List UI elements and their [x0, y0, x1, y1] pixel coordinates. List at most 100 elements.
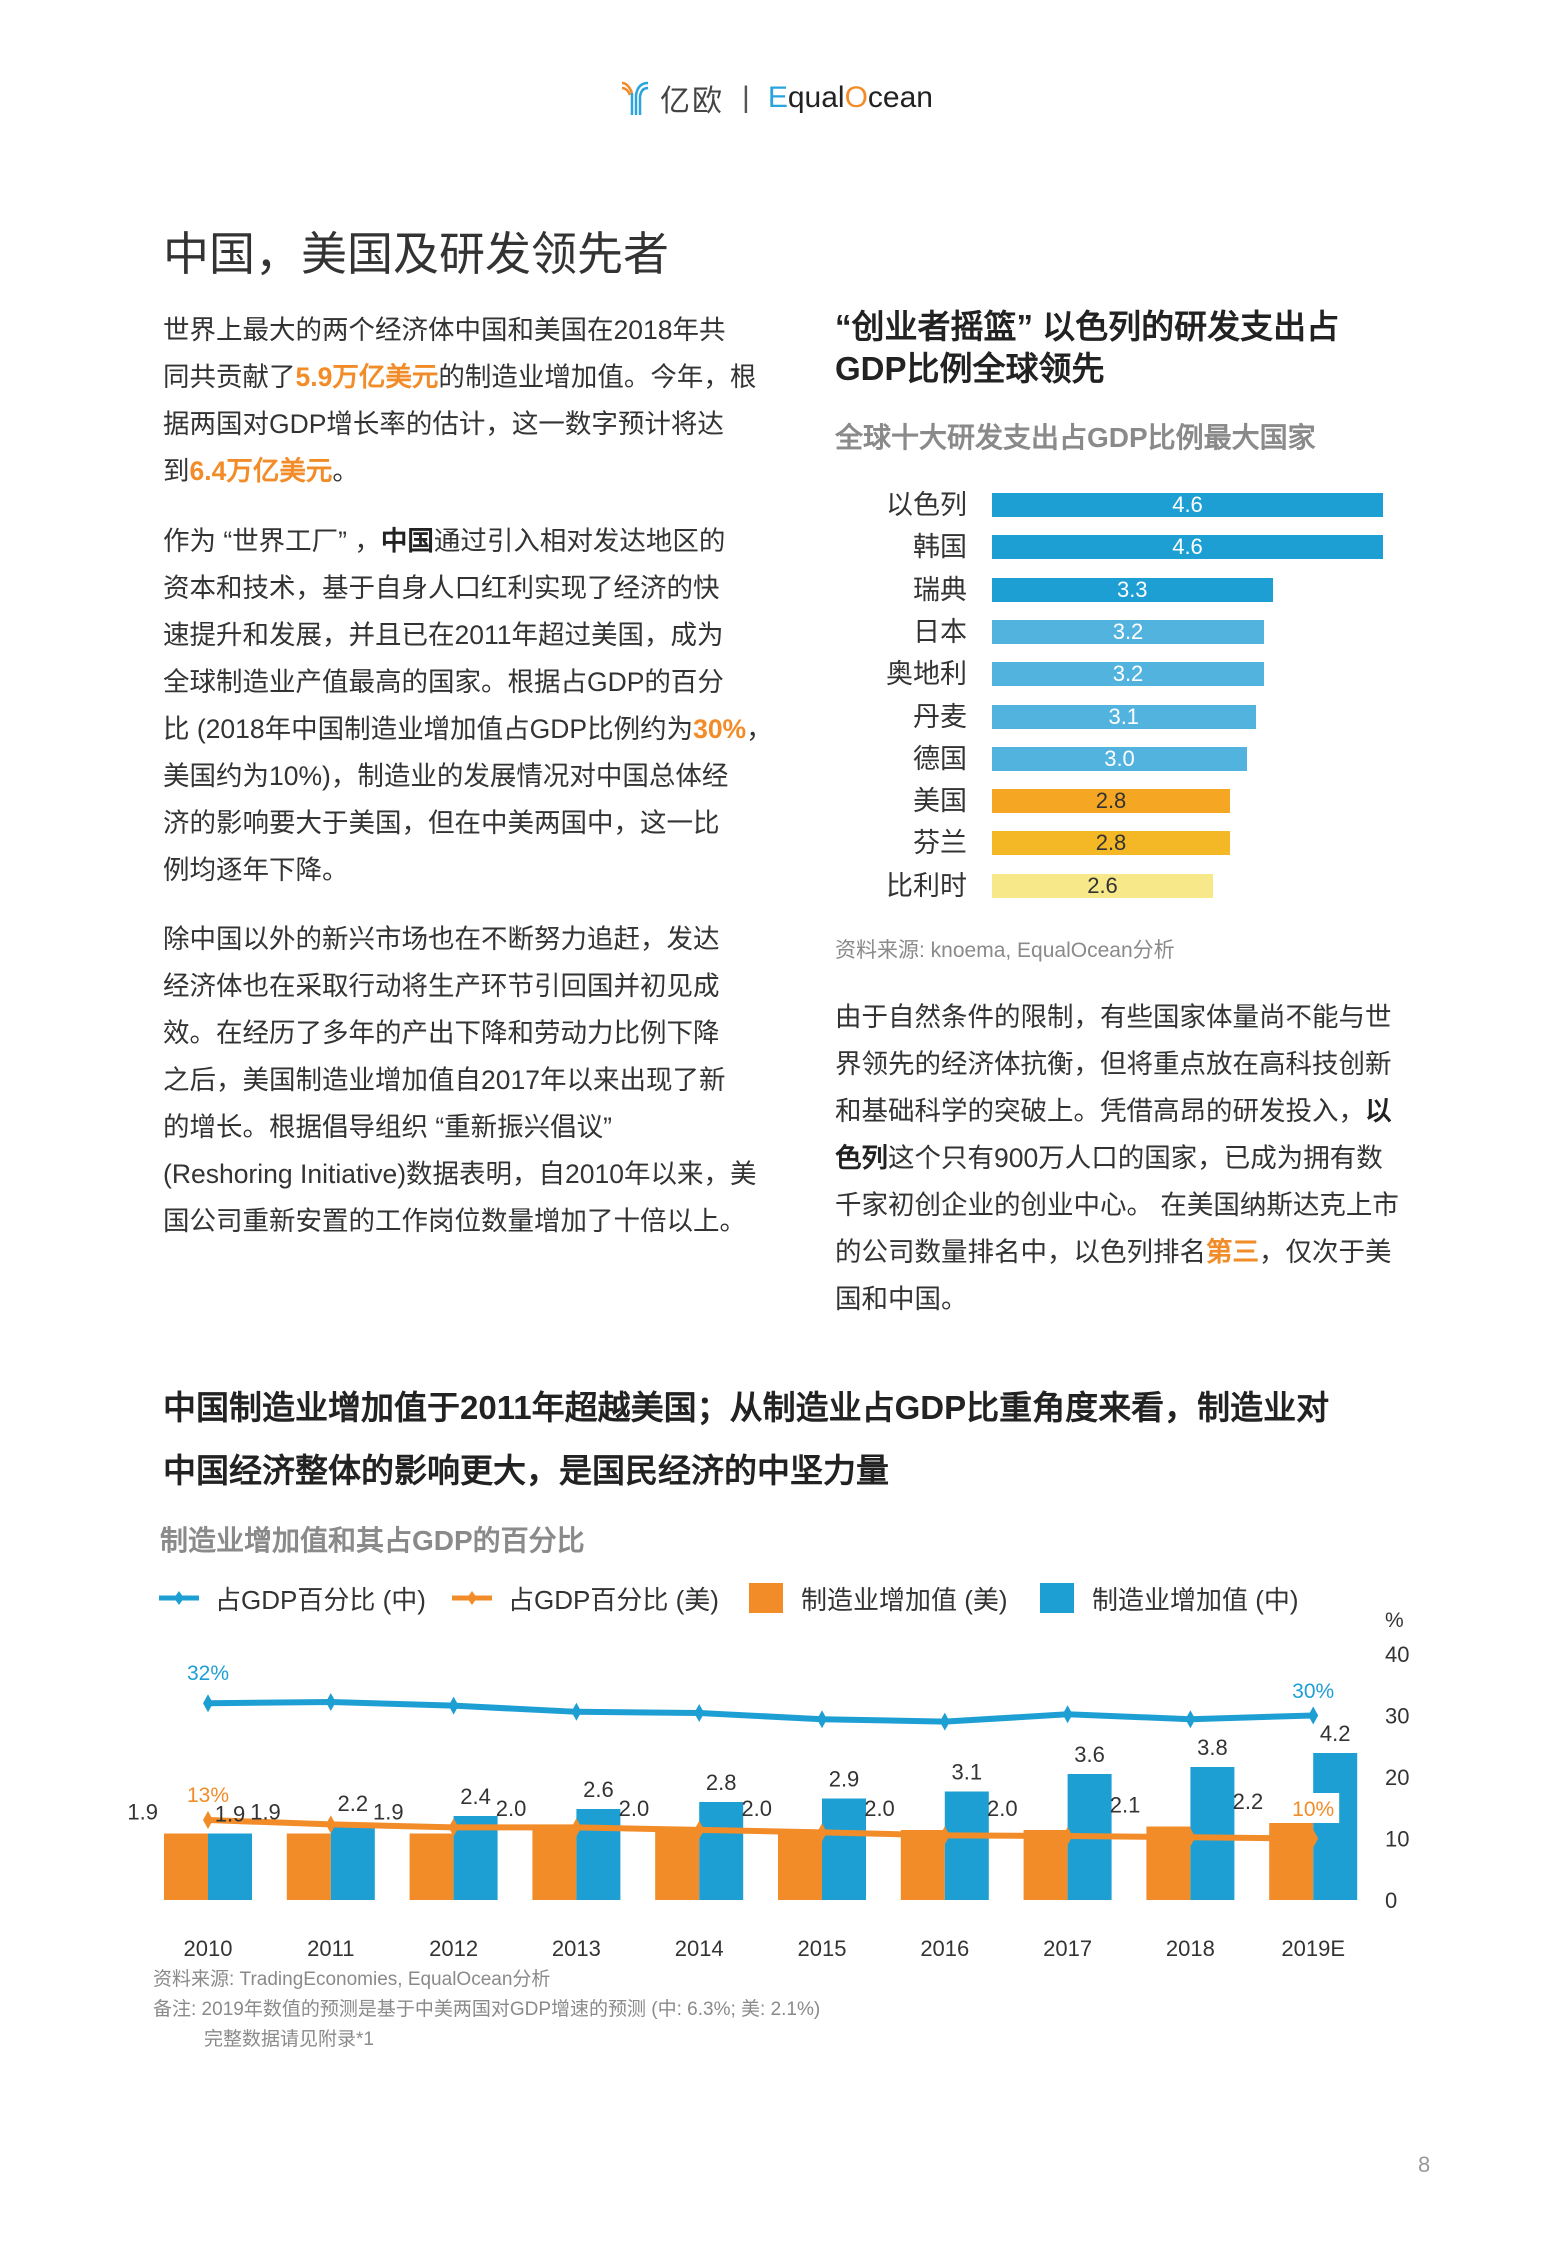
bar-us-value — [286, 1833, 331, 1900]
bar-us-value — [900, 1830, 945, 1900]
bar-us-value-label: 2.0 — [496, 1796, 527, 1821]
logo-en-text: EqualOcean — [767, 81, 933, 114]
bar-category-label: 芬兰 — [913, 828, 967, 859]
bar-category-label: 韩国 — [913, 532, 967, 563]
bar-value-label: 2.8 — [1095, 830, 1127, 856]
bar-us-value — [778, 1830, 822, 1900]
text-segment: 速提升和发展，并且已在2011年超过美国，成为 — [163, 620, 724, 650]
x-axis-tick-label: 2013 — [552, 1936, 601, 1960]
point-cn-pct — [817, 1710, 827, 1729]
bar-category-label: 比利时 — [886, 870, 967, 901]
right-heading: “创业者摇篮” 以色列的研发支出占 GDP比例全球领先 — [835, 306, 1339, 390]
text-segment: (Reshoring Initiative)数据表明，自2010年以来，美 — [163, 1159, 757, 1189]
label-background — [1287, 1793, 1340, 1823]
text-segment: 济的影响要大于美国，但在中美两国中，这一比 — [163, 808, 720, 838]
yiou-logo-icon — [621, 81, 649, 115]
bar-us-value — [655, 1830, 700, 1900]
bar-cn-value — [1313, 1753, 1358, 1900]
bar-cn-value-label: 3.6 — [1074, 1742, 1105, 1767]
bar-cn-value-label: 3.8 — [1197, 1735, 1228, 1760]
highlight-text: 6.4万亿美元 — [189, 456, 333, 486]
text-line: 美国约为10%)，制造业的发展情况对中国总体经 — [163, 753, 773, 800]
text-segment: 的公司数量排名中，以色列排名 — [835, 1237, 1206, 1267]
highlight-text: 30% — [693, 714, 747, 744]
bold-text: 以 — [1365, 1096, 1392, 1126]
text-segment: 。 — [332, 456, 359, 486]
bar-category-label: 美国 — [913, 786, 967, 817]
point-cn-pct — [203, 1694, 213, 1713]
point-us-pct — [1185, 1828, 1196, 1847]
text-segment: 这个只有900万人口的国家，已成为拥有数 — [888, 1143, 1383, 1173]
x-axis-tick-label: 2016 — [920, 1936, 969, 1960]
point-cn-pct — [1185, 1710, 1196, 1729]
bold-text: 中国 — [380, 526, 434, 556]
point-us-pct — [1308, 1829, 1319, 1848]
point-us-pct — [203, 1811, 213, 1830]
y-axis-tick-label: 0 — [1385, 1888, 1397, 1913]
x-axis-tick-label: 2011 — [307, 1936, 354, 1960]
text-segment: 之后，美国制造业增加值自2017年以来出现了新 — [163, 1065, 726, 1095]
legend-item-cn-value: 制造业增加值 (中) — [1040, 1580, 1299, 1616]
left-paragraph-3: 除中国以外的新兴市场也在不断努力追赶，发达 经济体也在采取行动将生产环节引回国并初… — [163, 916, 756, 1245]
line-marker-orange-icon — [452, 1591, 492, 1605]
text-line: 千家初创企业的创业中心。 在美国纳斯达克上市 — [835, 1182, 1399, 1229]
text-segment: 和基础科学的突破上。凭借高昂的研发投入， — [835, 1096, 1365, 1126]
y-axis-tick-label: 20 — [1385, 1765, 1409, 1790]
point-cn-pct — [694, 1704, 705, 1723]
bar-value-label: 3.2 — [1112, 661, 1144, 687]
x-axis-tick-label: 2012 — [429, 1936, 478, 1960]
bar-us-value — [1269, 1823, 1314, 1900]
bar-cn-value — [208, 1833, 252, 1900]
text-line: 济的影响要大于美国，但在中美两国中，这一比 — [163, 800, 773, 847]
y-axis-unit: % — [1385, 1609, 1404, 1632]
text-segment: 例均逐年下降。 — [163, 855, 349, 885]
point-cn-pct — [571, 1702, 582, 1721]
bar-value-label: 3.3 — [1116, 576, 1148, 602]
legend-item-us-pct: 占GDP百分比 (美) — [450, 1580, 719, 1616]
right-heading-line: GDP比例全球领先 — [835, 350, 1105, 387]
bar — [992, 577, 1273, 602]
text-line: 全球制造业产值最高的国家。根据占GDP的百分 — [163, 659, 773, 706]
text-segment: 美国约为10%)，制造业的发展情况对中国总体经 — [163, 761, 729, 791]
mfg-combo-chart: % 0 10 20 30 40 2010 2011 2012 2013 2014 2015 2016 20… — [127, 1609, 1409, 1960]
y-axis-tick-label: 30 — [1385, 1704, 1409, 1729]
bar-cn-value — [822, 1798, 866, 1900]
bar-cn-value-label: 2.2 — [338, 1791, 369, 1816]
bar-cn-value — [1190, 1767, 1235, 1900]
bold-text: 色列 — [835, 1143, 888, 1173]
bottom-heading-line: 中国制造业增加值于2011年超越美国；从制造业占GDP比重角度来看，制造业对 — [163, 1389, 1330, 1426]
bar-category-label: 日本 — [913, 616, 967, 647]
text-segment: 效。在经历了多年的产出下降和劳动力比例下降 — [163, 1018, 720, 1048]
point-us-pct — [694, 1820, 705, 1839]
bar-value-label: 2.6 — [1087, 872, 1118, 898]
bar-cn-value-label: 4.2 — [1320, 1721, 1351, 1746]
bar-us-value — [164, 1833, 208, 1900]
bar-us-value-label: 2.2 — [1233, 1789, 1264, 1814]
bar — [992, 619, 1264, 644]
text-segment: 的增长。根据倡导组织 “重新振兴倡议” — [163, 1112, 613, 1142]
text-segment: 除中国以外的新兴市场也在不断努力追赶，发达 — [163, 924, 720, 954]
legend-item-cn-pct: 占GDP百分比 (中) — [157, 1580, 426, 1616]
page-title: 中国，美国及研发领先者 — [163, 228, 669, 280]
text-line: 速提升和发展，并且已在2011年超过美国，成为 — [163, 612, 773, 659]
bar-value-label: 4.6 — [1172, 492, 1203, 517]
mfg-chart-source: 资料来源: TradingEconomies, EqualOcean分析 — [153, 1969, 551, 1990]
text-line: 到6.4万亿美元。 — [163, 448, 756, 495]
bar — [992, 493, 1383, 517]
bar-us-value — [1023, 1830, 1068, 1900]
bar-cn-value — [330, 1823, 375, 1900]
text-segment: 经济体也在采取行动将生产环节引回国并初见成 — [163, 971, 720, 1001]
rd-chart-source: 资料来源: knoema, EqualOcean分析 — [835, 939, 1175, 962]
mfg-chart-note-appendix: 完整数据请见附录*1 — [204, 2029, 374, 2050]
x-axis-tick-label: 2018 — [1166, 1936, 1215, 1960]
logo-separator: | — [742, 81, 750, 114]
text-line: 之后，美国制造业增加值自2017年以来出现了新 — [163, 1057, 756, 1104]
text-line: 效。在经历了多年的产出下降和劳动力比例下降 — [163, 1010, 756, 1057]
point-us-pct — [939, 1826, 950, 1845]
legend-item-us-value: 制造业增加值 (美) — [749, 1580, 1008, 1616]
bar-cn-value-label: 2.8 — [706, 1770, 737, 1795]
left-paragraph-2: 作为 “世界工厂” ，中国通过引入相对发达地区的 资本和技术，基于自身人口红利实现… — [163, 518, 773, 894]
text-line: 作为 “世界工厂” ，中国通过引入相对发达地区的 — [163, 518, 773, 565]
point-us-pct — [817, 1823, 827, 1842]
highlight-text: 5.9万亿美元 — [295, 362, 439, 392]
